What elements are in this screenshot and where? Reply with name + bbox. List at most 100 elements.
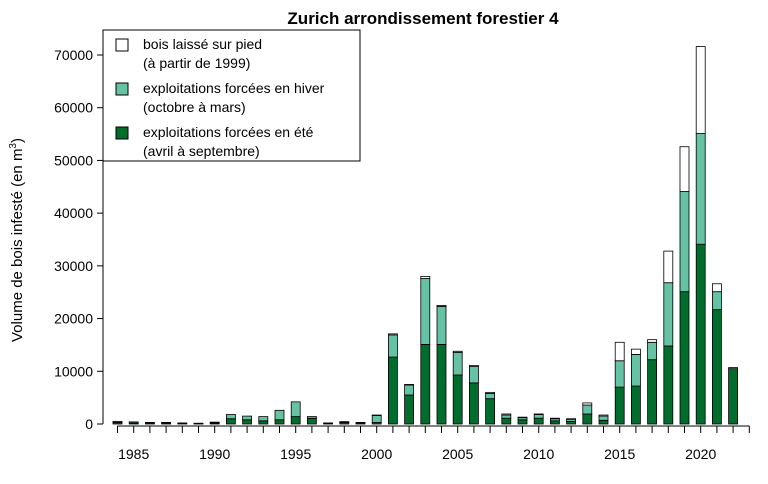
bar-segment-1984-s1 xyxy=(112,420,123,423)
bar-segment-1996-s1 xyxy=(306,416,317,419)
bar-segment-2003-s2 xyxy=(420,275,431,279)
bar-segment-2015-s2 xyxy=(614,341,625,362)
bar-segment-2010-s2 xyxy=(533,413,544,415)
x-axis: 1985 1990 1995 2000 2005 2010 2015 2020 xyxy=(117,425,750,462)
bar-segment-1989-s1 xyxy=(193,422,204,425)
bar-segment-2004-s0 xyxy=(436,344,447,425)
y-axis: 0 10000 20000 30000 40000 50000 60000 70000 xyxy=(54,47,104,432)
bar-segment-1993-s0 xyxy=(258,420,269,425)
bar-segment-2012-s2 xyxy=(566,418,576,420)
bar-segment-2013-s0 xyxy=(582,413,593,425)
bar-segment-2019-s1 xyxy=(679,191,690,293)
bar-segment-2006-s1 xyxy=(468,366,479,384)
bar-segment-1999-s1 xyxy=(355,422,366,424)
bar-segment-2003-s1 xyxy=(420,278,431,345)
x-tick-label: 2010 xyxy=(523,446,554,462)
bar-segment-2007-s2 xyxy=(485,391,496,394)
bar-segment-1997-s1 xyxy=(323,422,334,424)
y-tick-label: 50000 xyxy=(54,152,93,168)
bar-segment-2019-s0 xyxy=(679,291,690,425)
y-tick-label: 40000 xyxy=(54,205,93,221)
bar-segment-2008-s1 xyxy=(501,414,512,419)
bar-segment-2015-s0 xyxy=(614,386,625,425)
bar-segment-2009-s0 xyxy=(517,419,528,425)
bar-segment-2022-s2 xyxy=(728,367,738,370)
bar-segment-2001-s0 xyxy=(387,356,398,425)
bar-segment-1994-s1 xyxy=(274,409,285,421)
x-tick-label: 2000 xyxy=(361,446,392,462)
bar-segment-1986-s1 xyxy=(144,422,155,424)
legend-swatch xyxy=(115,38,129,52)
bar-segment-1992-s1 xyxy=(242,415,253,421)
bar-segment-2004-s1 xyxy=(436,306,447,345)
bar-segment-2018-s2 xyxy=(663,250,674,284)
bar-segment-2019-s2 xyxy=(679,146,690,192)
bars xyxy=(112,46,738,425)
bar-segment-2016-s1 xyxy=(631,354,641,387)
bar-segment-1988-s1 xyxy=(177,422,188,424)
bar-segment-2017-s0 xyxy=(647,359,657,425)
bar-segment-2016-s0 xyxy=(631,385,641,425)
x-tick-label: 2005 xyxy=(442,446,473,462)
bar-segment-1996-s0 xyxy=(306,417,317,425)
bar-segment-2003-s0 xyxy=(420,344,431,425)
bar-segment-2005-s0 xyxy=(452,374,463,425)
chart-title: Zurich arrondissement forestier 4 xyxy=(287,9,559,28)
bar-segment-2000-s1 xyxy=(371,415,382,423)
bar-segment-1998-s1 xyxy=(339,421,350,423)
bar-segment-2001-s1 xyxy=(387,334,398,358)
legend-swatch xyxy=(115,82,129,96)
bar-segment-2007-s1 xyxy=(485,393,496,400)
bar-segment-2004-s2 xyxy=(436,304,447,307)
legend-box xyxy=(102,29,361,162)
bar-segment-2021-s0 xyxy=(712,309,722,425)
legend-swatch xyxy=(115,126,129,140)
bar-segment-2002-s0 xyxy=(404,394,415,425)
legend-label-detail: (à partir de 1999) xyxy=(143,55,250,71)
bar-segment-1992-s0 xyxy=(242,419,253,425)
bar-segment-2011-s0 xyxy=(550,420,560,425)
legend-label-detail: (octobre à mars) xyxy=(143,99,246,115)
bar-segment-2018-s1 xyxy=(663,282,674,347)
bar-segment-2014-s1 xyxy=(598,415,609,421)
bar-segment-2022-s0 xyxy=(728,368,738,425)
bar-segment-2017-s1 xyxy=(647,341,657,361)
x-tick-label: 2020 xyxy=(685,446,716,462)
bar-segment-2010-s1 xyxy=(533,414,544,419)
bar-segment-2020-s2 xyxy=(695,46,706,134)
bar-segment-1991-s0 xyxy=(225,418,236,425)
y-tick-label: 10000 xyxy=(54,363,93,379)
bar-segment-2009-s2 xyxy=(517,416,528,419)
legend-label: exploitations forcées en hiver xyxy=(143,80,325,96)
legend-label-detail: (avril à septembre) xyxy=(143,143,260,159)
bar-segment-2008-s2 xyxy=(501,413,512,416)
x-tick-label: 2015 xyxy=(604,446,635,462)
bar-segment-2013-s1 xyxy=(582,404,593,415)
bar-segment-1994-s0 xyxy=(274,419,285,425)
bar-segment-2021-s1 xyxy=(712,291,722,311)
bar-segment-2006-s2 xyxy=(468,365,479,367)
legend-label: exploitations forcées en été xyxy=(143,124,314,140)
y-tick-label: 20000 xyxy=(54,311,93,327)
bar-segment-1990-s1 xyxy=(209,421,220,424)
bar-segment-2005-s2 xyxy=(452,350,463,353)
bar-segment-2010-s0 xyxy=(533,417,544,425)
bar-segment-2021-s2 xyxy=(712,283,722,293)
bar-segment-2014-s2 xyxy=(598,414,609,417)
bar-segment-2014-s0 xyxy=(598,419,609,425)
y-axis-label: Volume de bois infesté (en m3) xyxy=(8,138,26,342)
bar-segment-1995-s1 xyxy=(290,401,301,418)
legend: bois laissé sur pied (à partir de 1999) ex… xyxy=(102,29,361,162)
bar-segment-2018-s0 xyxy=(663,345,674,425)
bar-segment-2011-s2 xyxy=(550,417,560,420)
bar-segment-2008-s0 xyxy=(501,417,512,425)
bar-segment-2001-s2 xyxy=(387,333,398,336)
bar-segment-1987-s1 xyxy=(161,422,172,424)
y-tick-label: 30000 xyxy=(54,258,93,274)
bar-segment-2000-s2 xyxy=(371,414,382,416)
bar-segment-2016-s2 xyxy=(631,348,641,355)
bar-segment-2020-s1 xyxy=(695,133,706,245)
bar-segment-2007-s0 xyxy=(485,398,496,425)
bar-segment-2015-s1 xyxy=(614,360,625,388)
